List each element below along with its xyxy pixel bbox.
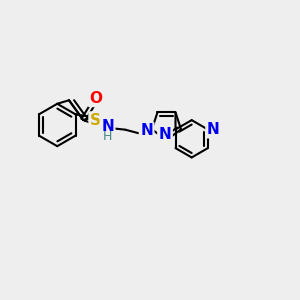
Text: H: H (103, 130, 112, 143)
Text: N: N (101, 119, 114, 134)
Text: N: N (140, 123, 153, 138)
Text: N: N (159, 127, 171, 142)
Text: O: O (89, 91, 102, 106)
Text: N: N (207, 122, 220, 137)
Text: S: S (90, 113, 101, 128)
